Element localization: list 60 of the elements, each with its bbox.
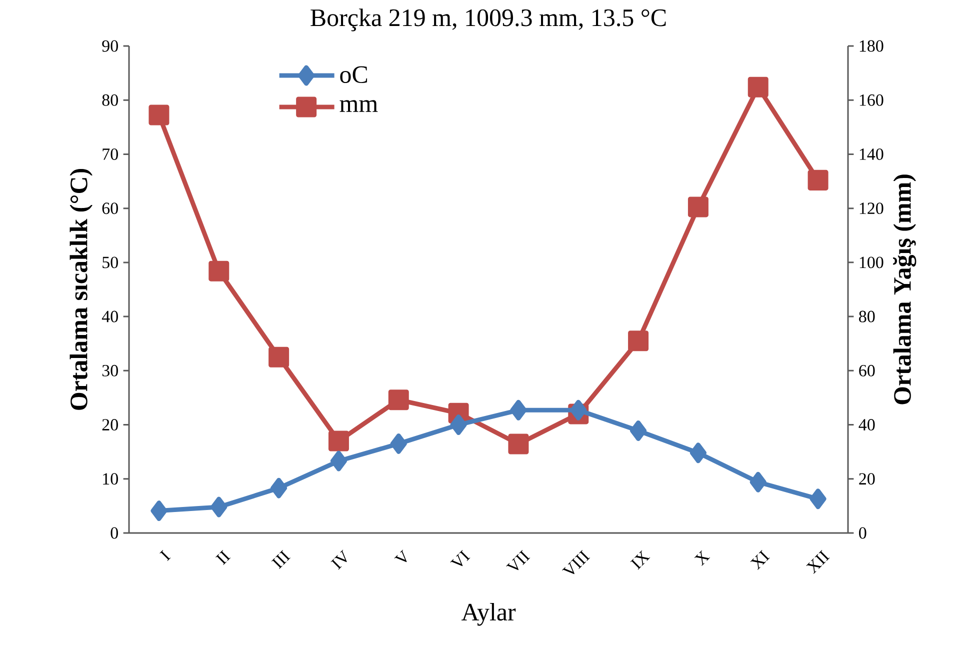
point (390, 433, 407, 454)
x-tick-label: I (160, 550, 171, 562)
y2-tick-label: 160 (860, 94, 884, 106)
point (450, 414, 467, 436)
x-tick-label: IV (330, 550, 347, 570)
y-tick-label: 20 (102, 419, 118, 431)
x-tick-label: VI (450, 550, 470, 566)
y2-tick-label: 100 (860, 256, 884, 268)
point (210, 496, 228, 518)
point (268, 346, 290, 368)
point (330, 450, 347, 472)
x-tick-label: II (216, 550, 231, 566)
y2-tick-label: 60 (859, 364, 875, 376)
y-tick-label: 40 (102, 310, 118, 322)
x-tick-label: VIII (562, 550, 590, 574)
x-tick-label: XII (806, 550, 830, 574)
legend-label: oC (340, 66, 368, 84)
x-tick-label: VII (506, 550, 530, 570)
point (690, 442, 706, 464)
y-tick-label: 10 (103, 473, 118, 485)
point (510, 400, 527, 420)
x-tick-label: III (271, 550, 290, 570)
y-axis-title: Ortalama sıcaklık (°C) (70, 168, 92, 410)
point (208, 260, 230, 282)
y2-axis-title: Ortalama Yağış (mm) (893, 174, 916, 404)
y-tick-label: 50 (102, 256, 118, 268)
point (688, 196, 708, 218)
point (508, 434, 529, 454)
x-axis-title: Aylar (461, 603, 516, 626)
y2-tick-label: 40 (858, 419, 875, 431)
point (810, 488, 826, 510)
point (328, 430, 349, 452)
point (750, 472, 766, 492)
point (270, 478, 288, 498)
point (148, 104, 170, 126)
point (150, 500, 168, 522)
y-tick-label: 30 (102, 364, 118, 376)
point (808, 170, 828, 190)
x-tick-label: V (394, 550, 407, 562)
point (748, 76, 768, 98)
y2-tick-label: 0 (859, 527, 866, 539)
y2-tick-label: 180 (860, 40, 884, 52)
y-tick-label: 80 (102, 94, 118, 106)
point (388, 390, 409, 410)
y2-tick-label: 120 (860, 202, 884, 214)
chart-title: Borçka 219 m, 1009.3 mm, 13.5 °C (310, 8, 666, 32)
y-tick-label: 90 (102, 40, 118, 52)
point (630, 420, 647, 441)
y-tick-label: 70 (102, 148, 118, 160)
x-tick-label: IX (630, 550, 650, 570)
y-tick-label: 60 (102, 202, 118, 214)
x-tick-label: X (694, 550, 710, 566)
y2-tick-label: 20 (859, 473, 875, 485)
x-tick-label: XI (750, 550, 770, 570)
point (628, 330, 649, 352)
y2-tick-label: 140 (860, 148, 884, 160)
y2-tick-label: 80 (859, 310, 875, 322)
point (570, 400, 587, 420)
legend-label: mm (340, 100, 378, 112)
y-tick-label: 0 (110, 527, 118, 539)
